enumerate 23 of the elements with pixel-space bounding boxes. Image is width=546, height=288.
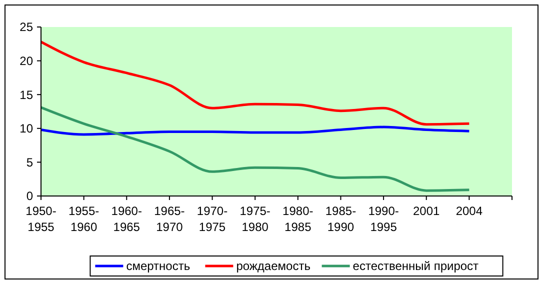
x-tick-label: 2001 xyxy=(413,204,440,218)
x-tick-label: 1950-1955 xyxy=(26,204,56,234)
x-tick-label: 2004 xyxy=(456,204,483,218)
line-series xyxy=(40,126,470,136)
line-series xyxy=(40,40,470,126)
x-tick-label: 1980-1985 xyxy=(282,204,314,234)
y-tick-label: 5 xyxy=(26,155,34,170)
y-tick-label: 15 xyxy=(20,88,34,102)
x-tick-label: 1960-1965 xyxy=(111,204,142,234)
x-tick-label: 1955-1960 xyxy=(68,204,100,234)
x-tick-label: 1990-1995 xyxy=(368,204,399,234)
legend-label: смертность xyxy=(126,259,190,274)
x-tick-label: 1965-1970 xyxy=(154,204,185,234)
x-tick-label: 1985-1990 xyxy=(325,204,356,234)
x-tick-label: 1975-1980 xyxy=(240,204,270,234)
legend-label: естественный прирост xyxy=(352,259,480,274)
y-tick-label: 10 xyxy=(20,122,34,136)
y-tick-label: 20 xyxy=(20,54,34,68)
legend-label: рождаемость xyxy=(236,259,310,274)
line-series xyxy=(40,106,470,192)
y-tick-label: 25 xyxy=(20,20,34,34)
y-tick-label: 0 xyxy=(26,189,34,204)
x-tick-label: 1970-1975 xyxy=(196,204,228,234)
